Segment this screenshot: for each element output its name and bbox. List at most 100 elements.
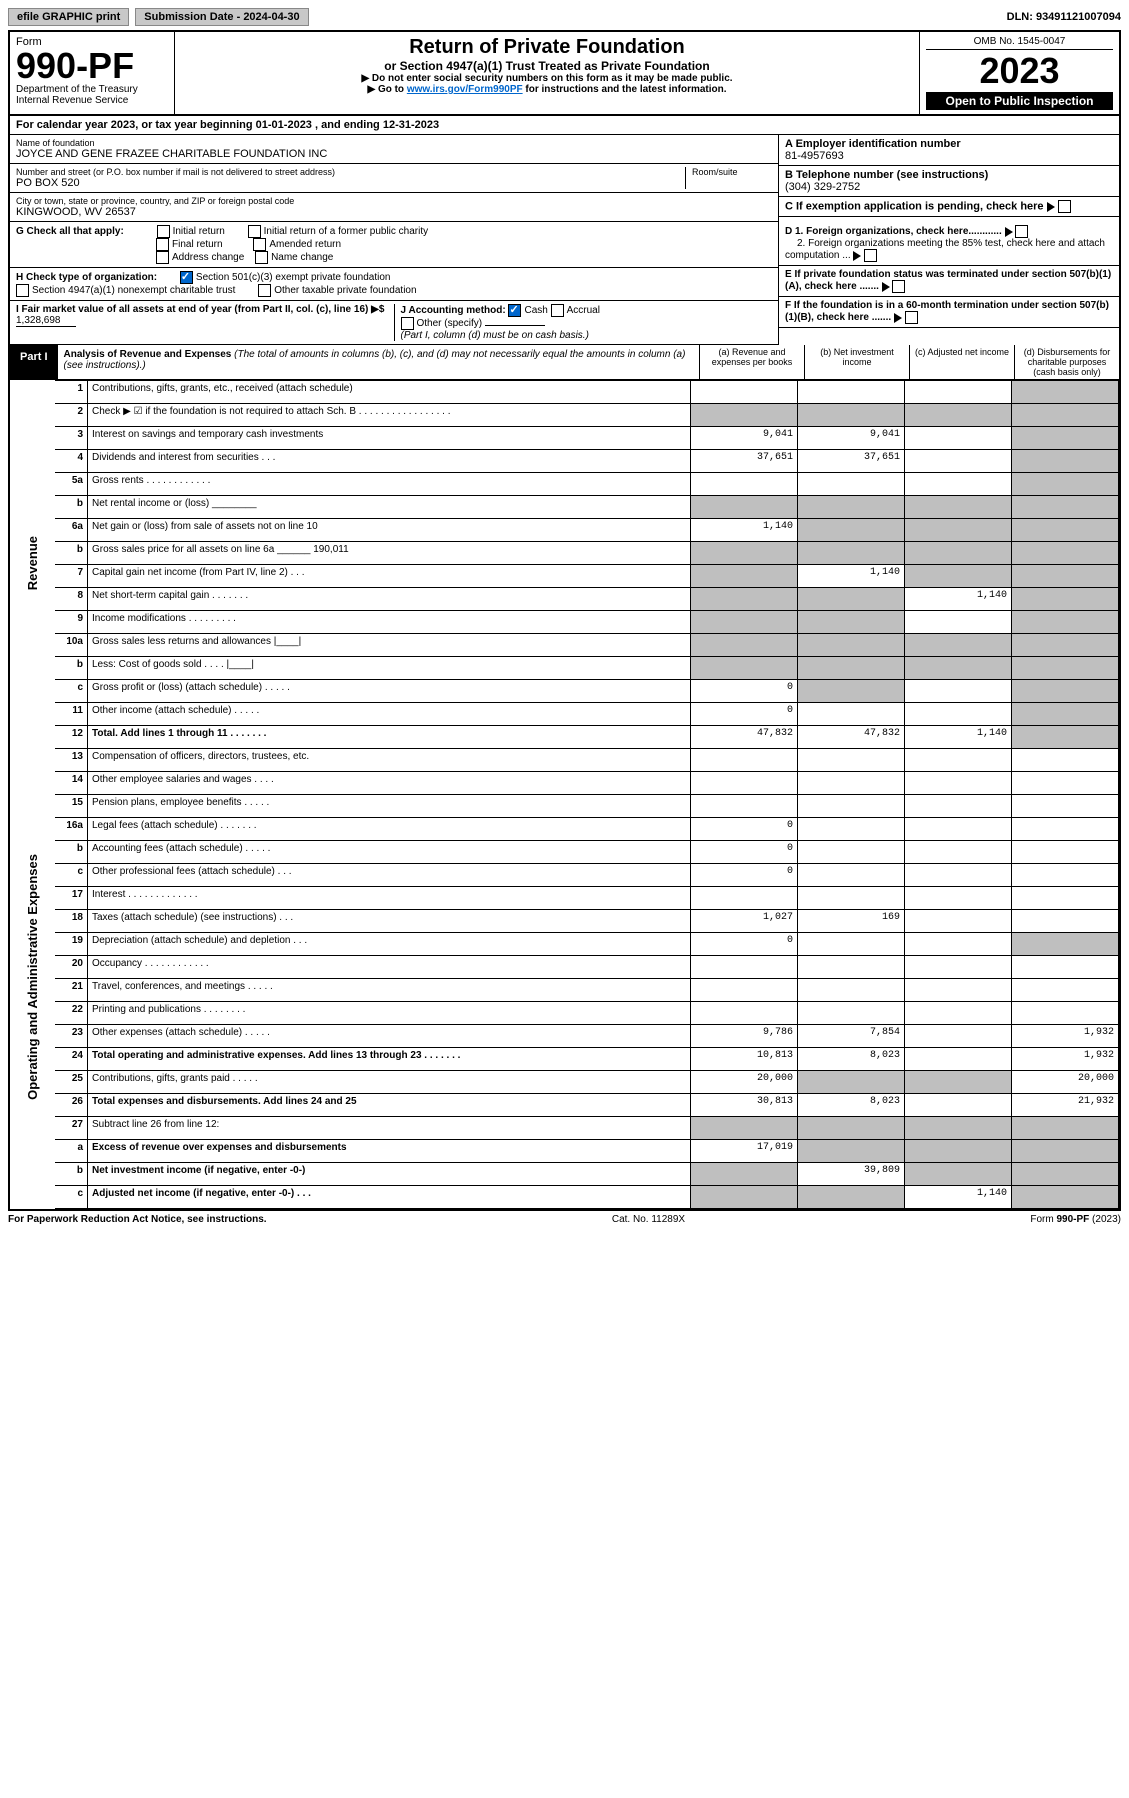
h-4947-checkbox[interactable]: [16, 284, 29, 297]
d2-checkbox[interactable]: [864, 249, 877, 262]
row-number: 12: [55, 726, 88, 749]
cell-b: [798, 1002, 905, 1025]
table-row: 10aGross sales less returns and allowanc…: [10, 634, 1119, 657]
cell-a: [691, 1163, 798, 1186]
row-number: 27: [55, 1117, 88, 1140]
cal-end: 12-31-2023: [383, 119, 439, 131]
row-number: b: [55, 542, 88, 565]
cell-d: [1012, 427, 1119, 450]
cell-b: [798, 542, 905, 565]
h-other-checkbox[interactable]: [258, 284, 271, 297]
j-accrual-label: Accrual: [567, 305, 600, 316]
row-label: Net rental income or (loss) ________: [88, 496, 691, 519]
table-row: 20Occupancy . . . . . . . . . . . .: [10, 956, 1119, 979]
cell-b: [798, 933, 905, 956]
table-row: 24Total operating and administrative exp…: [10, 1048, 1119, 1071]
footer: For Paperwork Reduction Act Notice, see …: [8, 1211, 1121, 1228]
table-row: 22Printing and publications . . . . . . …: [10, 1002, 1119, 1025]
c-checkbox[interactable]: [1058, 200, 1071, 213]
row-number: 22: [55, 1002, 88, 1025]
part1-header: Part I Analysis of Revenue and Expenses …: [10, 345, 1119, 380]
footer-right: Form 990-PF (2023): [1030, 1214, 1121, 1225]
table-row: 21Travel, conferences, and meetings . . …: [10, 979, 1119, 1002]
footer-year: 2023: [1095, 1214, 1117, 1225]
j-accrual-checkbox[interactable]: [551, 304, 564, 317]
table-row: bAccounting fees (attach schedule) . . .…: [10, 841, 1119, 864]
row-label: Legal fees (attach schedule) . . . . . .…: [88, 818, 691, 841]
h-501c3-checkbox[interactable]: [180, 271, 193, 284]
cell-c: [905, 841, 1012, 864]
e-checkbox[interactable]: [892, 280, 905, 293]
row-number: 13: [55, 749, 88, 772]
g-opt-5: Name change: [271, 252, 333, 263]
j-other-checkbox[interactable]: [401, 317, 414, 330]
row-label: Gross sales less returns and allowances …: [88, 634, 691, 657]
j-other-input[interactable]: [485, 325, 545, 326]
cell-a: 20,000: [691, 1071, 798, 1094]
cell-b: [798, 887, 905, 910]
row-number: 3: [55, 427, 88, 450]
efile-print-button[interactable]: efile GRAPHIC print: [8, 8, 129, 26]
cell-c: 1,140: [905, 588, 1012, 611]
table-row: 2Check ▶ ☑ if the foundation is not requ…: [10, 404, 1119, 427]
row-label: Adjusted net income (if negative, enter …: [88, 1186, 691, 1209]
g-initial-checkbox[interactable]: [157, 225, 170, 238]
g-initial-former-checkbox[interactable]: [248, 225, 261, 238]
cell-d: [1012, 864, 1119, 887]
row-number: b: [55, 496, 88, 519]
submission-date-button[interactable]: Submission Date - 2024-04-30: [135, 8, 308, 26]
cell-a: [691, 657, 798, 680]
row-label: Gross profit or (loss) (attach schedule)…: [88, 680, 691, 703]
cell-b: [798, 680, 905, 703]
cell-d: [1012, 956, 1119, 979]
form990pf-link[interactable]: www.irs.gov/Form990PF: [407, 84, 523, 95]
cell-d: [1012, 979, 1119, 1002]
table-row: 5aGross rents . . . . . . . . . . . .: [10, 473, 1119, 496]
cell-d: [1012, 542, 1119, 565]
cell-b: 47,832: [798, 726, 905, 749]
cell-c: [905, 795, 1012, 818]
g-opt-2: Final return: [172, 239, 223, 250]
g-name-checkbox[interactable]: [255, 251, 268, 264]
cell-c: [905, 381, 1012, 404]
omb-label: OMB No. 1545-0047: [926, 36, 1113, 50]
cell-d: [1012, 450, 1119, 473]
g-amended-checkbox[interactable]: [253, 238, 266, 251]
cell-a: 0: [691, 933, 798, 956]
arrow-icon: [1047, 202, 1055, 212]
row-label: Total operating and administrative expen…: [88, 1048, 691, 1071]
row-number: c: [55, 680, 88, 703]
table-row: 25Contributions, gifts, grants paid . . …: [10, 1071, 1119, 1094]
cell-d: [1012, 818, 1119, 841]
cell-d: [1012, 841, 1119, 864]
row-number: c: [55, 1186, 88, 1209]
cell-a: 30,813: [691, 1094, 798, 1117]
row-label: Total. Add lines 1 through 11 . . . . . …: [88, 726, 691, 749]
cell-c: [905, 611, 1012, 634]
cell-d: [1012, 381, 1119, 404]
row-label: Less: Cost of goods sold . . . . |____|: [88, 657, 691, 680]
j-cash-checkbox[interactable]: [508, 304, 521, 317]
g-final-checkbox[interactable]: [156, 238, 169, 251]
g-row: G Check all that apply: Initial return I…: [10, 222, 778, 268]
cell-a: 17,019: [691, 1140, 798, 1163]
row-number: b: [55, 1163, 88, 1186]
cell-d: [1012, 634, 1119, 657]
cell-d: [1012, 910, 1119, 933]
cell-c: [905, 1094, 1012, 1117]
table-row: 19Depreciation (attach schedule) and dep…: [10, 933, 1119, 956]
cell-d: [1012, 1002, 1119, 1025]
d1-checkbox[interactable]: [1015, 225, 1028, 238]
table-row: cAdjusted net income (if negative, enter…: [10, 1186, 1119, 1209]
cell-b: [798, 634, 905, 657]
g-address-checkbox[interactable]: [156, 251, 169, 264]
row-label: Check ▶ ☑ if the foundation is not requi…: [88, 404, 691, 427]
f-checkbox[interactable]: [905, 311, 918, 324]
cell-b: [798, 473, 905, 496]
part1-label: Part I: [10, 345, 58, 379]
open-inspection-label: Open to Public Inspection: [926, 92, 1113, 110]
cell-c: [905, 818, 1012, 841]
row-number: 18: [55, 910, 88, 933]
h-label: H Check type of organization:: [16, 272, 157, 283]
g-opt-1: Initial return of a former public charit…: [264, 226, 429, 237]
